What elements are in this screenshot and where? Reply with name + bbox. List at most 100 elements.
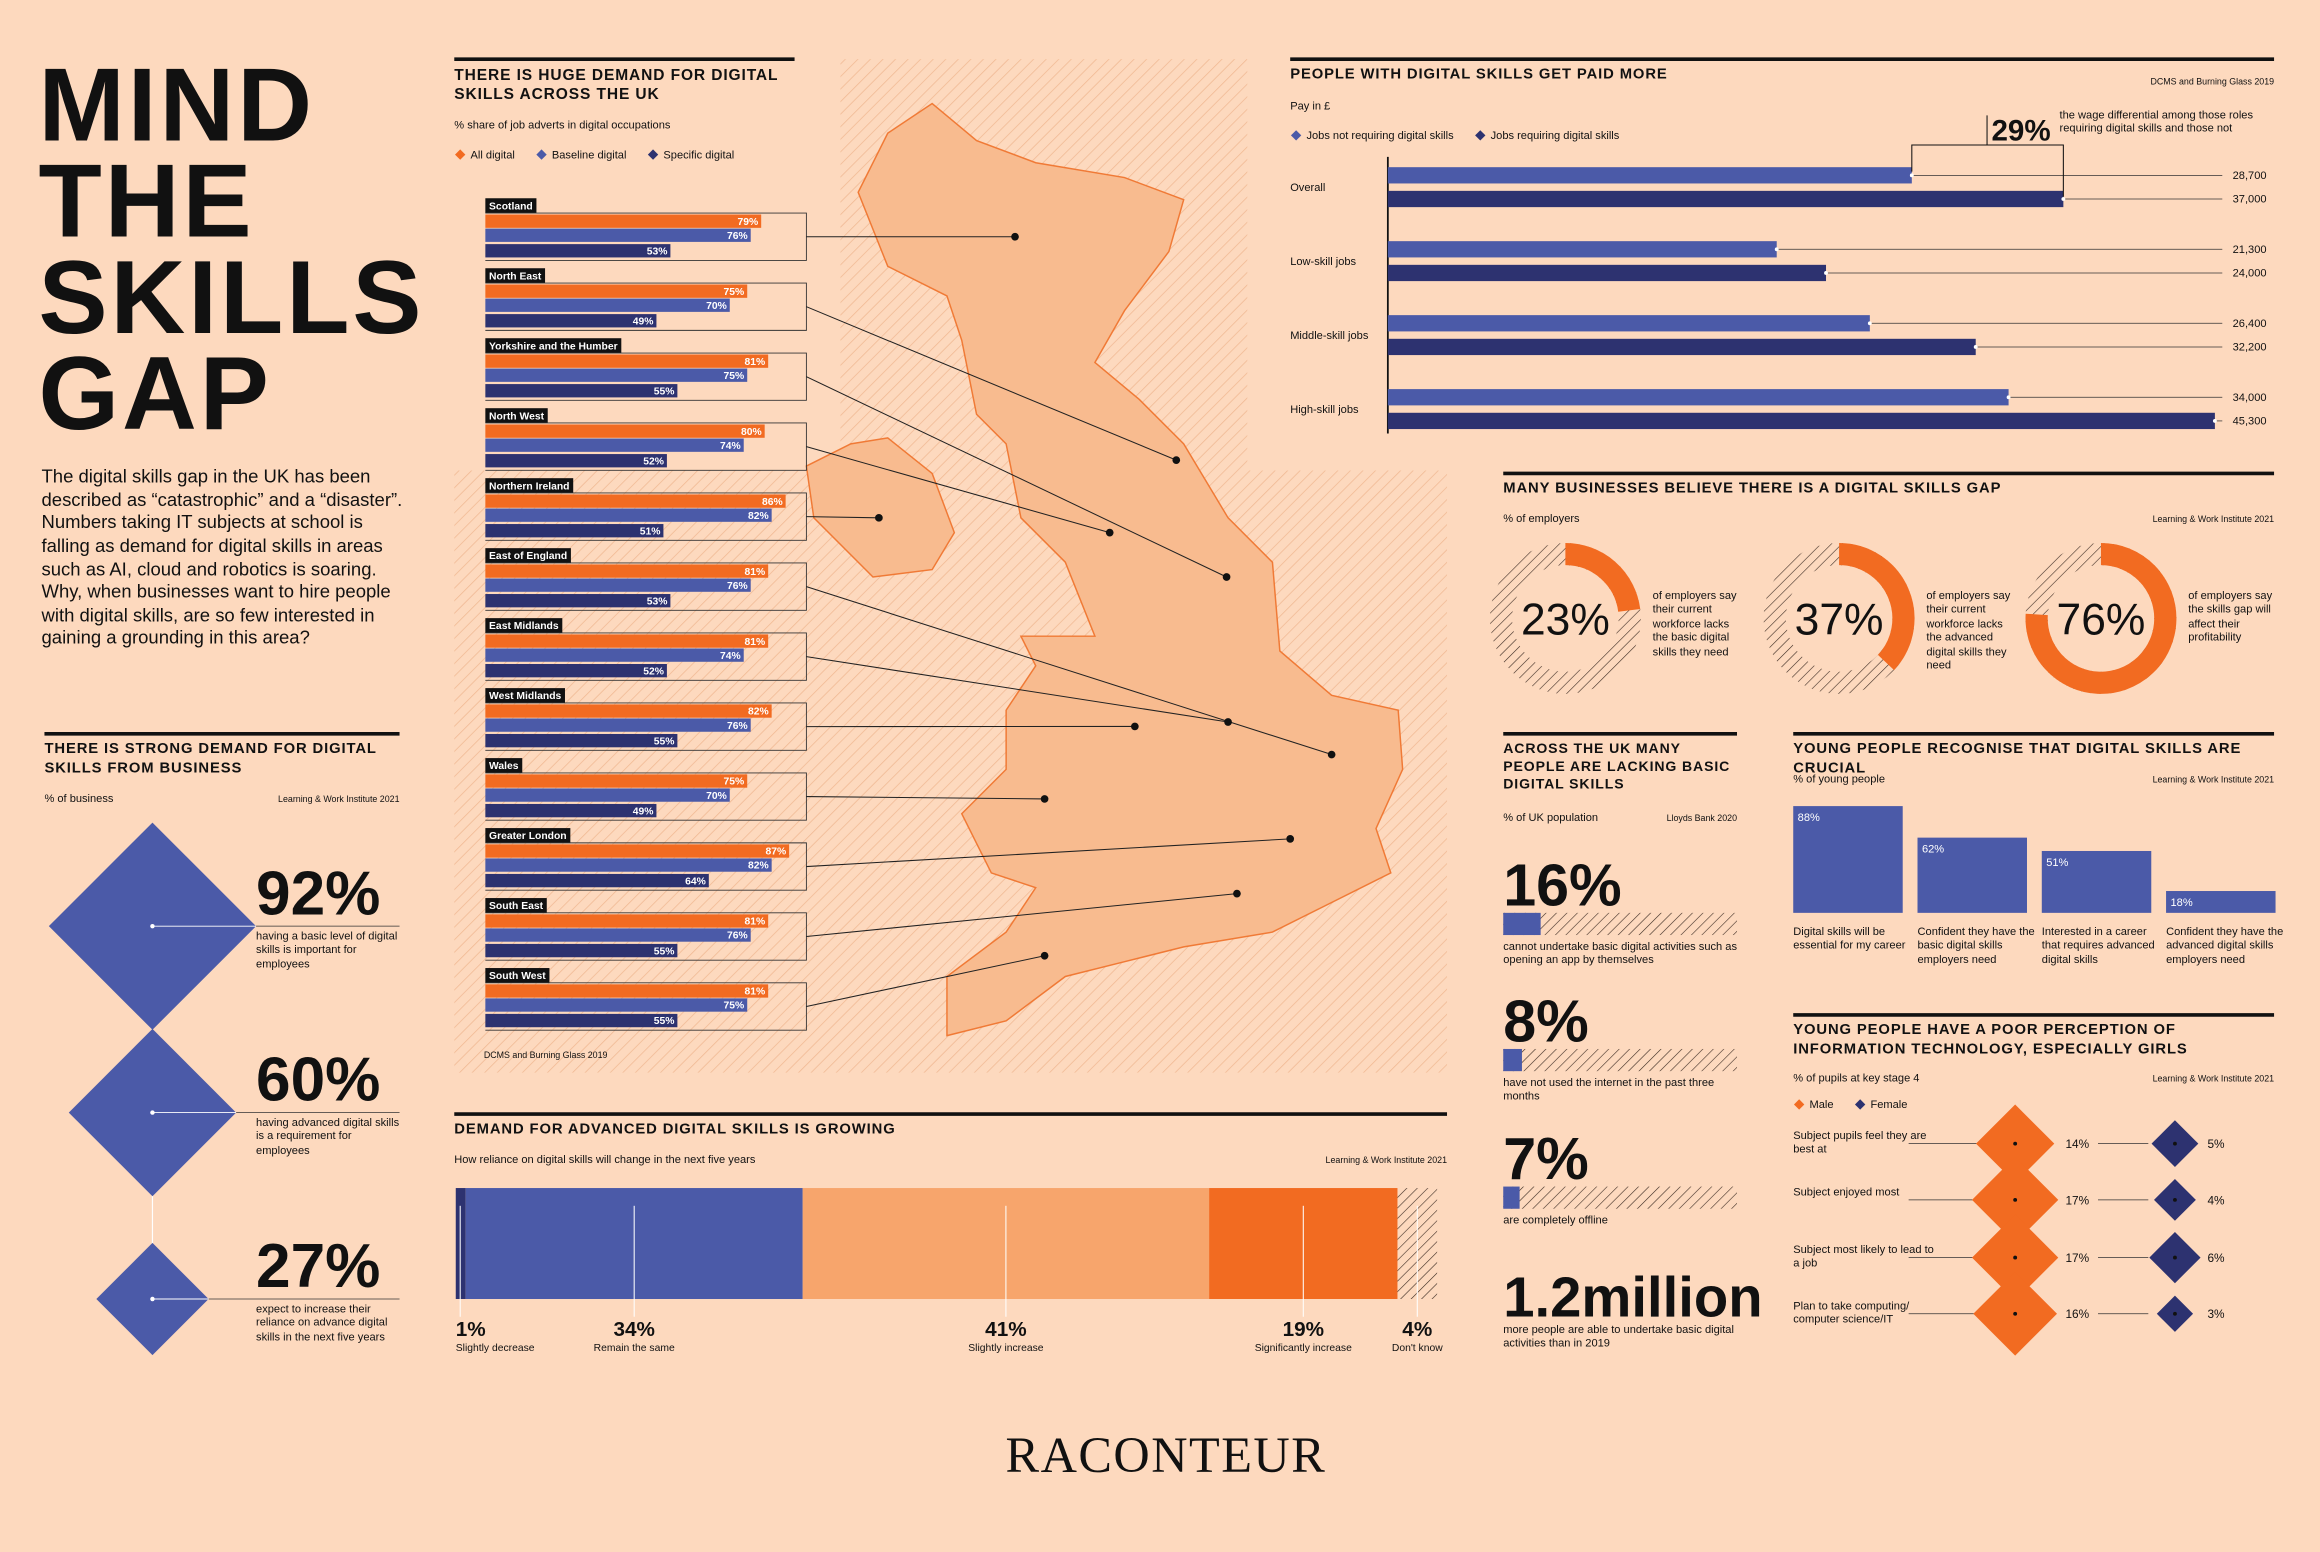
description-box: having a basic level of digital skills i… [256,929,397,970]
value-label: 64% [685,876,706,887]
chart-title-box: MANY BUSINESSES BELIEVE THERE IS A DIGIT… [1503,481,2000,497]
value-label: 51% [2046,857,2068,869]
bar [485,928,751,942]
chart-subtitle: % of young people [1793,774,1885,786]
value-label: 92% [256,859,380,928]
legend-label: Male [1810,1099,1834,1111]
column [1793,806,1903,913]
region-dot [1222,573,1231,581]
chart-title-box: THERE IS HUGE DEMAND FOR DIGITAL SKILLS … [454,67,777,104]
highlight-value: 1.2million [1503,1266,1762,1329]
chart-title: ACROSS THE UK MANY PEOPLE ARE LACKING BA… [1503,741,1731,793]
chart-subtitle: % of business [44,793,113,805]
legend-label: All digital [471,149,515,161]
chart-title-box: THERE IS STRONG DEMAND FOR DIGITAL SKILL… [44,741,375,776]
progress-track [1503,1048,1738,1072]
pointer-dot [2173,1197,2177,1202]
value-label: 81% [745,917,766,928]
chart-source: Learning & Work Institute 2021 [278,794,400,804]
leader-line [806,796,1045,800]
description: of employers say the skills gap will aff… [2188,588,2273,644]
category-label: Yorkshire and the Humber [489,341,618,352]
bracket [485,492,807,541]
value-label: 70% [706,791,727,802]
value-label: 88% [1798,812,1820,824]
value-label: 76% [2057,596,2146,645]
bar [485,1013,678,1028]
bar [485,788,730,802]
value-label: 27% [256,1232,380,1301]
progress-bar [1503,912,1541,936]
region-dot [1105,528,1114,537]
category-label-bg [485,968,550,983]
chart-title-box: DEMAND FOR ADVANCED DIGITAL SKILLS IS GR… [454,1121,896,1138]
pointer-dot [2173,1311,2177,1316]
chart-source: Learning & Work Institute 2021 [2153,514,2275,524]
value-label: 87% [765,847,786,858]
category-label-bg [485,758,523,773]
value-label: 1% [456,1318,486,1341]
progress-track [1503,912,1738,936]
chart-subtitle: % of UK population [1503,812,1598,824]
category-label-bg [485,478,574,493]
value-label: 79% [738,217,759,228]
donut-arc [2025,542,2177,694]
category-label-box: Subject most likely to lead to a job [1793,1243,1934,1270]
category-label: Plan to take computing/ computer science… [1793,1299,1910,1327]
value-label: 16% [2065,1307,2089,1321]
value-label: 75% [724,1001,745,1012]
chart-source: Learning & Work Institute 2021 [2153,1074,2275,1084]
value-label: 74% [720,651,741,662]
leader-line [806,955,1045,1008]
leader-dot [1774,247,1779,252]
bar [485,578,751,592]
value-label: 37,000 [2233,194,2267,206]
category-label: North East [489,271,542,282]
category-label-bg [485,618,563,633]
category-label-bg [485,198,537,214]
value-label: 34% [613,1318,654,1341]
value-label: 24,000 [2233,268,2267,280]
main-title: GAP [39,335,272,451]
value-label: 75% [724,777,745,788]
category-label: Significantly increase [1255,1343,1352,1354]
chart-source: Lloyds Bank 2020 [1667,813,1738,823]
value-label: 74% [720,441,741,452]
leader-dot [2212,418,2217,423]
value-label: 82% [748,861,769,872]
category-label: Slightly increase [968,1343,1044,1354]
value-label: 28,700 [2233,170,2267,182]
category-label-box: Confident they have the advanced digital… [2166,925,2283,966]
description: having advanced digital skills is a requ… [256,1115,400,1157]
category-label: Digital skills will be essential for my … [1793,924,1906,952]
legend-label: Jobs not requiring digital skills [1306,130,1454,142]
description: are completely offline [1503,1213,1608,1227]
description: of employers say their current workforce… [1652,588,1737,658]
region-dot [1131,722,1139,731]
pointer-dot [150,1110,155,1115]
value-label: 53% [647,596,668,607]
category-label: Middle-skill jobs [1290,330,1369,342]
chart-title: DEMAND FOR ADVANCED DIGITAL SKILLS IS GR… [454,1121,896,1138]
bar [485,508,772,522]
region-dot [875,513,883,522]
category-label-bg [485,548,571,563]
region-dot [1011,232,1019,241]
value-label: 82% [748,511,769,522]
value-label: 51% [640,526,661,537]
intro-text-box: The digital skills gap in the UK has bee… [41,466,402,649]
bar [485,664,667,678]
leader-line [806,656,1229,723]
description-box: having advanced digital skills is a requ… [256,1115,400,1157]
main-title: MIND [39,47,315,163]
description-box: of employers say their current workforce… [1652,588,1737,658]
bar [485,454,667,468]
bar [485,494,786,508]
annotation-bracket [1911,115,2064,197]
value-label: 6% [2207,1251,2225,1265]
main-title: SKILLS [39,239,425,355]
category-label-bg [485,898,547,913]
value-label: 81% [745,637,766,648]
chart-source: DCMS and Burning Glass 2019 [2150,76,2274,86]
